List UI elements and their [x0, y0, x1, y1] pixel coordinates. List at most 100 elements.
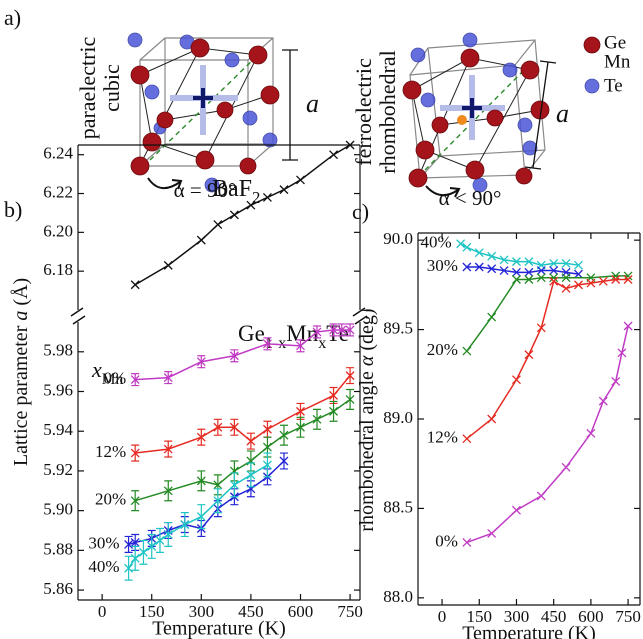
angle-label: α < 90°: [439, 186, 502, 210]
marker: [598, 276, 608, 286]
marker: [163, 260, 173, 270]
marker: [512, 375, 521, 385]
marker: [163, 373, 173, 383]
marker: [124, 563, 134, 573]
x-tick-label: 150: [467, 607, 493, 626]
series-line: [466, 275, 629, 352]
marker: [574, 260, 583, 270]
structure-label: cubic: [99, 64, 124, 112]
y-tick-label: 5.96: [43, 380, 73, 399]
marker: [474, 262, 484, 272]
marker: [296, 341, 305, 351]
series-label: 12%: [427, 428, 458, 447]
marker: [345, 394, 355, 404]
y-tick-label: 5.98: [43, 341, 73, 360]
marker: [296, 406, 305, 416]
marker: [329, 406, 339, 416]
y-tick-label: 88.0: [383, 587, 413, 606]
marker: [487, 312, 497, 322]
marker: [130, 496, 140, 506]
marker: [213, 496, 223, 506]
marker: [512, 267, 521, 277]
marker: [229, 480, 239, 490]
marker: [549, 276, 559, 286]
marker: [462, 346, 472, 356]
marker: [337, 325, 347, 335]
text-part: α: [356, 355, 378, 366]
x-tick-label: 300: [504, 607, 530, 626]
marker: [138, 547, 148, 557]
x-tick-label: 0: [438, 607, 447, 626]
marker: [124, 539, 134, 549]
marker: [213, 480, 223, 490]
marker: [329, 150, 339, 160]
series-line: [466, 325, 629, 544]
marker: [163, 444, 173, 454]
marker: [549, 258, 559, 268]
y-tick-label: 89.0: [383, 408, 413, 427]
rhombohedral-structure: [402, 32, 557, 198]
marker: [345, 325, 355, 335]
marker: [130, 537, 140, 547]
y-tick-label: 5.92: [43, 460, 73, 479]
y-tick-label: 5.94: [43, 420, 73, 439]
marker: [163, 486, 173, 496]
series-label: 30%: [88, 533, 119, 552]
text-part: Mn: [102, 371, 124, 388]
annotation: BaF2: [212, 176, 260, 208]
marker: [623, 275, 633, 284]
text-part: (Å): [10, 278, 32, 311]
marker: [296, 422, 305, 432]
x-tick-label: 600: [578, 607, 604, 626]
marker: [229, 351, 239, 361]
text-part: rhombohedral angle: [356, 366, 378, 532]
marker: [229, 466, 239, 476]
text-part: Lattice parameter: [10, 321, 32, 466]
marker: [345, 371, 355, 381]
marker: [536, 323, 546, 333]
marker: [155, 535, 165, 545]
marker: [512, 275, 521, 284]
marker: [574, 280, 583, 290]
legend-swatch: [584, 78, 600, 94]
x-tick-label: 450: [541, 607, 567, 626]
marker: [130, 448, 140, 458]
marker: [147, 541, 157, 551]
series-line: [135, 329, 351, 381]
marker: [623, 321, 633, 331]
marker: [561, 462, 571, 472]
series-line: [466, 278, 629, 440]
panel-label: b): [4, 197, 22, 222]
marker: [561, 283, 571, 293]
marker: [617, 348, 627, 358]
y-tick-label: 6.20: [43, 221, 73, 240]
marker: [279, 185, 289, 195]
marker: [524, 267, 534, 277]
legend-label: Mn: [604, 51, 631, 72]
marker: [512, 505, 521, 515]
marker: [262, 339, 272, 349]
marker: [296, 175, 305, 185]
x-tick-label: 450: [238, 602, 264, 621]
marker: [279, 456, 289, 466]
marker: [462, 242, 472, 252]
x-tick-label: 600: [288, 602, 314, 621]
marker: [213, 220, 223, 230]
marker: [229, 422, 239, 432]
marker: [462, 262, 472, 272]
series-label: 20%: [95, 490, 126, 509]
marker: [196, 357, 206, 367]
panel-label: a): [4, 5, 21, 30]
marker: [246, 200, 256, 210]
marker: [512, 257, 521, 267]
marker: [130, 553, 140, 563]
marker: [229, 210, 239, 220]
marker: [262, 192, 272, 202]
marker: [524, 257, 534, 267]
x-tick-label: 300: [189, 602, 215, 621]
marker: [586, 428, 596, 438]
marker: [130, 375, 140, 385]
series-label: 12%: [95, 442, 126, 461]
series-line: [135, 375, 351, 454]
